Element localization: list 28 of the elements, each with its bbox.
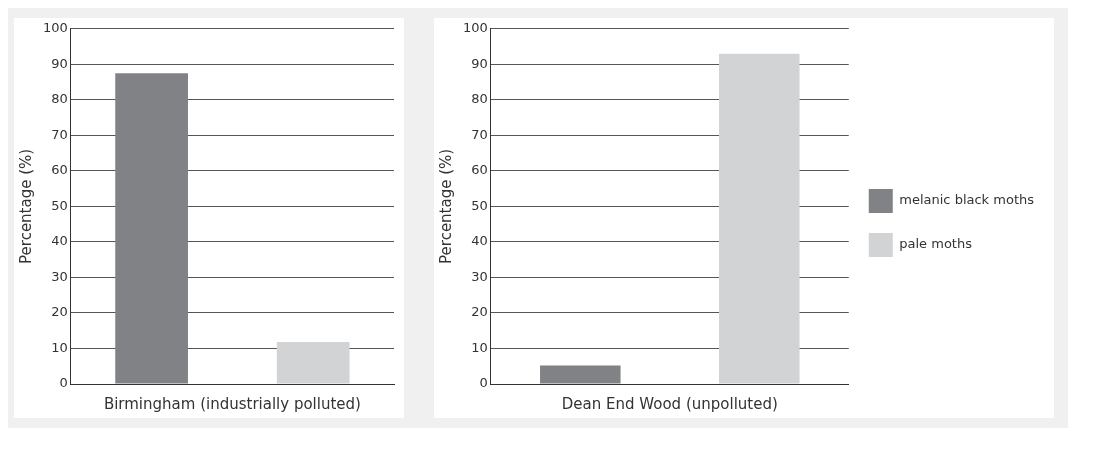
y-axis-title: Percentage (%) [436, 148, 455, 264]
y-tick-label: 80 [51, 91, 68, 107]
y-tick-label: 40 [51, 233, 68, 249]
y-tick-label: 90 [471, 55, 488, 71]
x-axis-title: Dean End Wood (unpolluted) [561, 394, 778, 413]
y-tick-label: 70 [471, 126, 488, 142]
y-tick-label: 30 [471, 268, 488, 284]
legend-label: pale moths [899, 236, 973, 252]
y-tick-label: 50 [471, 197, 488, 213]
y-tick-label: 20 [471, 304, 488, 320]
y-tick-label: 0 [59, 375, 68, 391]
y-tick-label: 10 [471, 339, 488, 355]
y-tick-label: 40 [471, 233, 488, 249]
y-tick-label: 20 [51, 304, 68, 320]
legend-label: melanic black moths [899, 192, 1035, 208]
y-tick-label: 90 [51, 55, 68, 71]
x-axis-title: Birmingham (industrially polluted) [103, 394, 361, 413]
y-tick-label: 100 [42, 20, 68, 36]
y-tick-label: 70 [51, 126, 68, 142]
y-tick-label: 60 [51, 162, 68, 178]
y-tick-label: 10 [51, 339, 68, 355]
y-tick-label: 60 [471, 162, 488, 178]
y-tick-label: 0 [479, 375, 488, 391]
y-tick-label: 50 [51, 197, 68, 213]
y-tick-label: 100 [462, 20, 488, 36]
y-axis-title: Percentage (%) [16, 148, 35, 264]
y-tick-label: 80 [471, 91, 488, 107]
y-tick-label: 30 [51, 268, 68, 284]
